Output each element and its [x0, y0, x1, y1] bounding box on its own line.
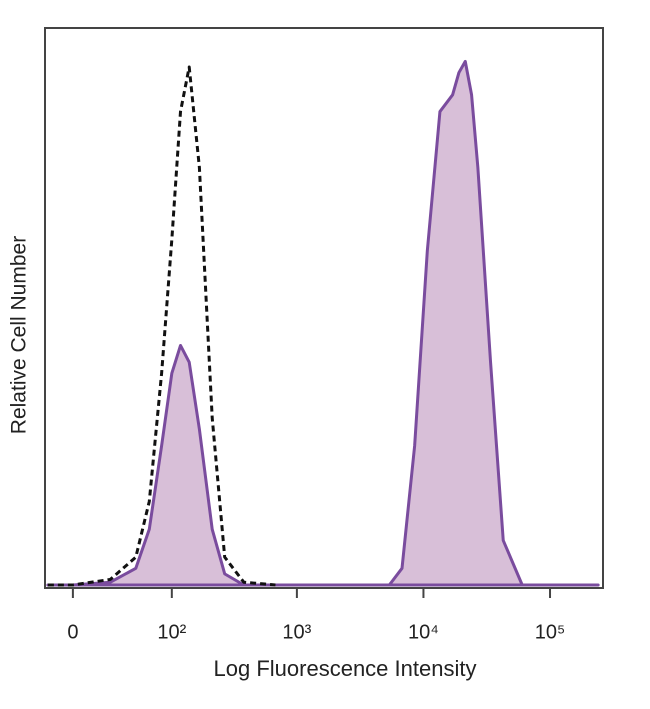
- histogram-area: [46, 59, 600, 587]
- x-axis-label: Log Fluorescence Intensity: [214, 656, 477, 681]
- x-tick-label: 10²: [157, 621, 186, 643]
- x-tick-label: 10⁴: [408, 621, 439, 643]
- plot-frame: [44, 27, 604, 589]
- x-tick-label: 10⁵: [535, 621, 566, 643]
- y-axis-label: Relative Cell Number: [8, 236, 31, 434]
- x-tick-label: 10³: [282, 621, 311, 643]
- x-tick-label: 0: [67, 621, 78, 643]
- histogram-line: [47, 65, 276, 587]
